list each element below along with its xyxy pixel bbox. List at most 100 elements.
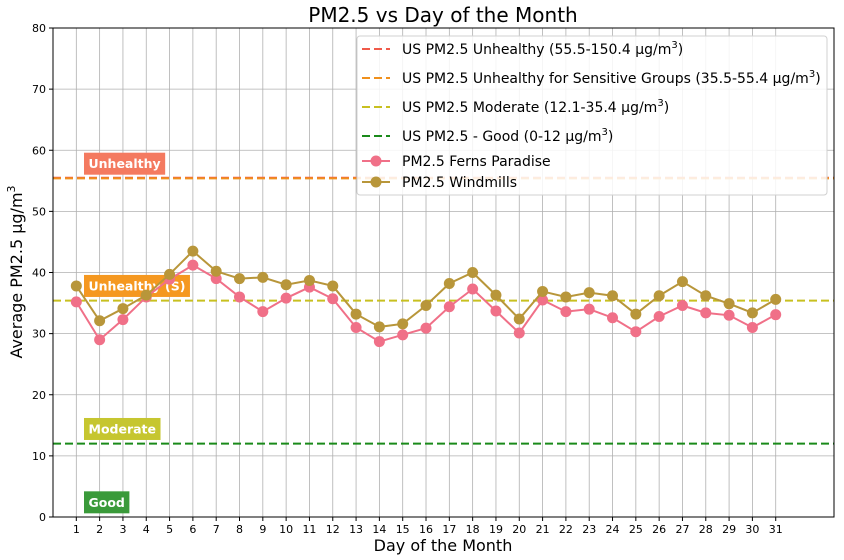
x-tick-label: 30 — [745, 523, 759, 536]
x-tick-label: 26 — [652, 523, 666, 536]
data-point — [560, 306, 572, 318]
y-tick-label: 10 — [32, 450, 46, 463]
y-tick-label: 30 — [32, 328, 46, 341]
data-point — [117, 303, 129, 315]
band-label-box — [84, 491, 130, 514]
legend-box — [356, 35, 828, 196]
x-tick-label: 16 — [419, 523, 433, 536]
y-axis-ticks: 0 10 20 30 40 50 60 70 80 — [32, 22, 53, 524]
data-point — [700, 290, 712, 302]
x-tick-label: 11 — [302, 523, 316, 536]
x-tick-label: 20 — [512, 523, 526, 536]
x-tick-label: 9 — [259, 523, 266, 536]
y-tick-label: 40 — [32, 267, 46, 280]
data-point — [397, 329, 409, 341]
y-tick-label: 50 — [32, 205, 46, 218]
x-tick-label: 8 — [236, 523, 243, 536]
data-point — [490, 289, 502, 301]
data-point — [373, 336, 385, 348]
data-point — [443, 301, 455, 313]
x-tick-label: 29 — [722, 523, 736, 536]
legend-marker — [370, 155, 382, 167]
legend-label-main: US PM2.5 Unhealthy (55.5-150.4 μg/m — [402, 42, 671, 58]
data-point — [70, 280, 82, 292]
data-point — [303, 274, 315, 286]
data-point — [443, 278, 455, 290]
y-axis-label: Average PM2.5 μg/m3 — [5, 185, 26, 358]
data-point — [467, 283, 479, 295]
data-point — [327, 293, 339, 305]
chart-title: PM2.5 vs Day of the Month — [308, 3, 577, 27]
data-point — [653, 290, 665, 302]
data-point — [234, 291, 246, 303]
y-tick-label: 80 — [32, 22, 46, 35]
data-point — [746, 307, 758, 319]
data-point — [513, 313, 525, 325]
data-point — [187, 259, 199, 271]
legend-label: US PM2.5 Unhealthy (55.5-150.4 μg/m3) — [402, 40, 683, 58]
data-point — [560, 291, 572, 303]
band-label: Good — [89, 495, 125, 510]
legend-label: US PM2.5 - Good (0-12 μg/m3) — [402, 127, 613, 145]
data-point — [187, 245, 199, 257]
x-tick-label: 14 — [372, 523, 386, 536]
data-point — [723, 309, 735, 321]
x-axis-label: Day of the Month — [374, 536, 513, 555]
data-point — [280, 279, 292, 291]
x-tick-label: 28 — [699, 523, 713, 536]
data-point — [537, 294, 549, 306]
y-axis-label-main: Average PM2.5 μg/m — [7, 192, 26, 358]
x-tick-label: 24 — [606, 523, 620, 536]
x-tick-label: 17 — [442, 523, 456, 536]
data-point — [723, 298, 735, 310]
y-tick-label: 0 — [39, 511, 46, 524]
data-point — [537, 285, 549, 297]
data-point — [630, 326, 642, 338]
data-point — [513, 327, 525, 339]
legend: US PM2.5 Unhealthy (55.5-150.4 μg/m3)US … — [356, 35, 828, 196]
data-point — [397, 318, 409, 330]
data-point — [770, 293, 782, 305]
data-point — [653, 311, 665, 323]
data-point — [770, 309, 782, 321]
x-tick-label: 31 — [769, 523, 783, 536]
data-point — [583, 303, 595, 315]
legend-label: US PM2.5 Moderate (12.1-35.4 μg/m3) — [402, 98, 669, 116]
legend-label: US PM2.5 Unhealthy for Sensitive Groups … — [402, 69, 821, 87]
legend-label-sup: 3 — [601, 127, 607, 138]
data-point — [327, 280, 339, 292]
data-point — [70, 296, 82, 308]
y-tick-label: 70 — [32, 83, 46, 96]
data-point — [700, 307, 712, 319]
y-tick-label: 60 — [32, 144, 46, 157]
x-tick-label: 1 — [73, 523, 80, 536]
x-tick-label: 3 — [119, 523, 126, 536]
band-label-box — [84, 152, 166, 175]
legend-label-suffix: ) — [608, 129, 613, 145]
legend-label-main: US PM2.5 Moderate (12.1-35.4 μg/m — [402, 100, 657, 116]
data-point — [607, 312, 619, 324]
legend-label: PM2.5 Ferns Paradise — [402, 154, 551, 170]
legend-label-main: US PM2.5 Unhealthy for Sensitive Groups … — [402, 71, 809, 87]
data-point — [234, 273, 246, 285]
band-label-box — [84, 417, 161, 440]
x-tick-label: 5 — [166, 523, 173, 536]
x-tick-label: 13 — [349, 523, 363, 536]
data-point — [140, 289, 152, 301]
data-point — [583, 287, 595, 299]
y-axis-label-sup: 3 — [5, 185, 18, 192]
legend-label-sup: 3 — [657, 98, 663, 109]
legend-label-suffix: ) — [664, 100, 669, 116]
threshold-lines — [53, 176, 834, 445]
legend-label-sup: 3 — [671, 40, 677, 51]
x-tick-label: 27 — [675, 523, 689, 536]
x-tick-label: 4 — [143, 523, 150, 536]
data-point — [257, 306, 269, 318]
data-point — [373, 321, 385, 333]
legend-label-main: US PM2.5 - Good (0-12 μg/m — [402, 129, 601, 145]
data-point — [117, 314, 129, 326]
data-point — [94, 315, 106, 327]
legend-marker — [370, 176, 382, 188]
x-tick-label: 19 — [489, 523, 503, 536]
x-tick-label: 6 — [189, 523, 196, 536]
